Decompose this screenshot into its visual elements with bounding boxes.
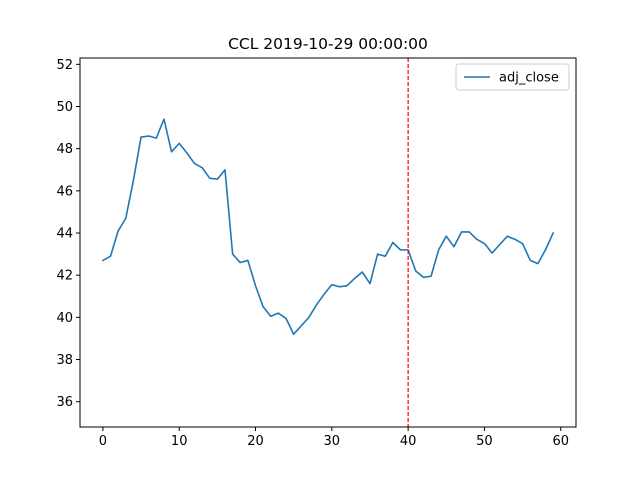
- x-tick-label: 20: [247, 434, 264, 449]
- y-tick-label: 50: [56, 100, 73, 115]
- chart-title: CCL 2019-10-29 00:00:00: [228, 35, 428, 53]
- plot-area: 0 10 20 30 40 50 60 36 38 40 42 44 46 48 50 52: [56, 57, 577, 449]
- y-tick-label: 48: [56, 142, 73, 157]
- y-tick-label: 40: [56, 311, 73, 326]
- y-tick-label: 38: [56, 353, 73, 368]
- y-tick-label: 36: [56, 395, 73, 410]
- y-tick-label: 52: [56, 58, 73, 73]
- x-tick-label: 50: [476, 434, 493, 449]
- legend-label: adj_close: [499, 71, 559, 86]
- x-tick-label: 0: [99, 434, 107, 449]
- x-tick-label: 40: [400, 434, 417, 449]
- legend: adj_close: [455, 63, 570, 91]
- y-tick-label: 46: [56, 184, 73, 199]
- x-tick-label: 10: [171, 434, 188, 449]
- x-tick-label: 30: [324, 434, 341, 449]
- y-tick-label: 42: [56, 269, 73, 284]
- axes-frame: [79, 57, 577, 428]
- x-tick-label: 60: [552, 434, 569, 449]
- series-line-adj_close: [101, 118, 555, 336]
- legend-box: [455, 63, 570, 91]
- y-tick-label: 44: [56, 227, 73, 242]
